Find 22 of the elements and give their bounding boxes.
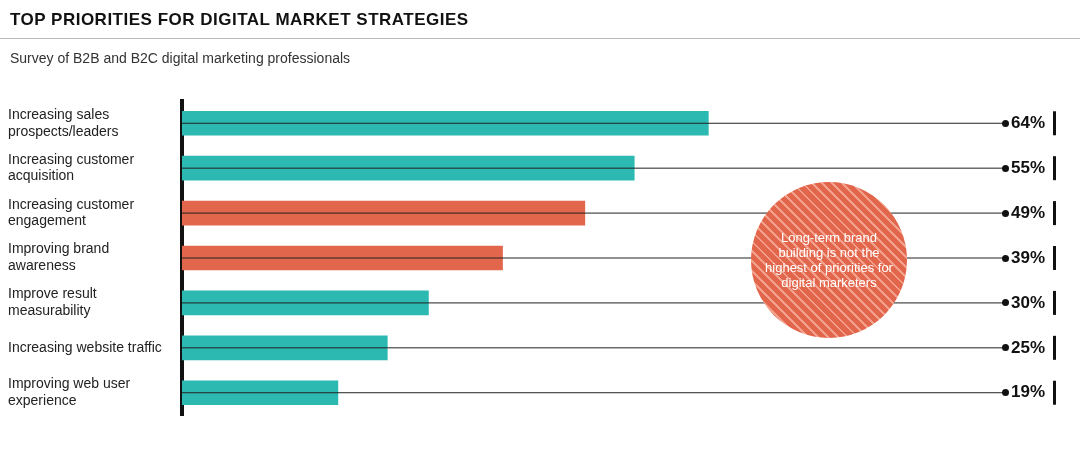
y-tick-label: Improving brand awareness bbox=[8, 240, 110, 274]
data-label: 19% bbox=[1011, 382, 1046, 402]
data-label: 30% bbox=[1011, 292, 1046, 312]
bar bbox=[181, 155, 635, 181]
circle-callout: Long-term brand building is not the highest of priorities for digital marketers bbox=[751, 182, 907, 338]
data-label: 25% bbox=[1011, 337, 1046, 357]
bar bbox=[181, 380, 339, 406]
y-tick-label: Increasing customer acquisition bbox=[8, 150, 135, 184]
y-tick-label: Increasing sales prospects/leaders bbox=[8, 105, 119, 139]
data-label: 49% bbox=[1011, 202, 1046, 222]
chart-subtitle: Survey of B2B and B2C digital marketing professionals bbox=[10, 50, 351, 66]
y-tick-label: Increasing website traffic bbox=[8, 338, 162, 355]
chart-title: TOP PRIORITIES FOR DIGITAL MARKET STRATEGIES bbox=[10, 10, 469, 30]
data-label: 39% bbox=[1011, 247, 1046, 267]
annotation: Long-term brand building is not the highest of priorities for digital marketers bbox=[765, 230, 893, 290]
y-tick-label: Increasing customer engagement bbox=[8, 195, 135, 229]
data-label: 55% bbox=[1011, 157, 1046, 177]
y-tick-label: Improve result measurability bbox=[8, 285, 97, 319]
y-tick-label: Improving web user experience bbox=[8, 375, 131, 408]
bar bbox=[181, 335, 388, 361]
data-label: 64% bbox=[1011, 112, 1046, 132]
bar bbox=[181, 110, 709, 136]
